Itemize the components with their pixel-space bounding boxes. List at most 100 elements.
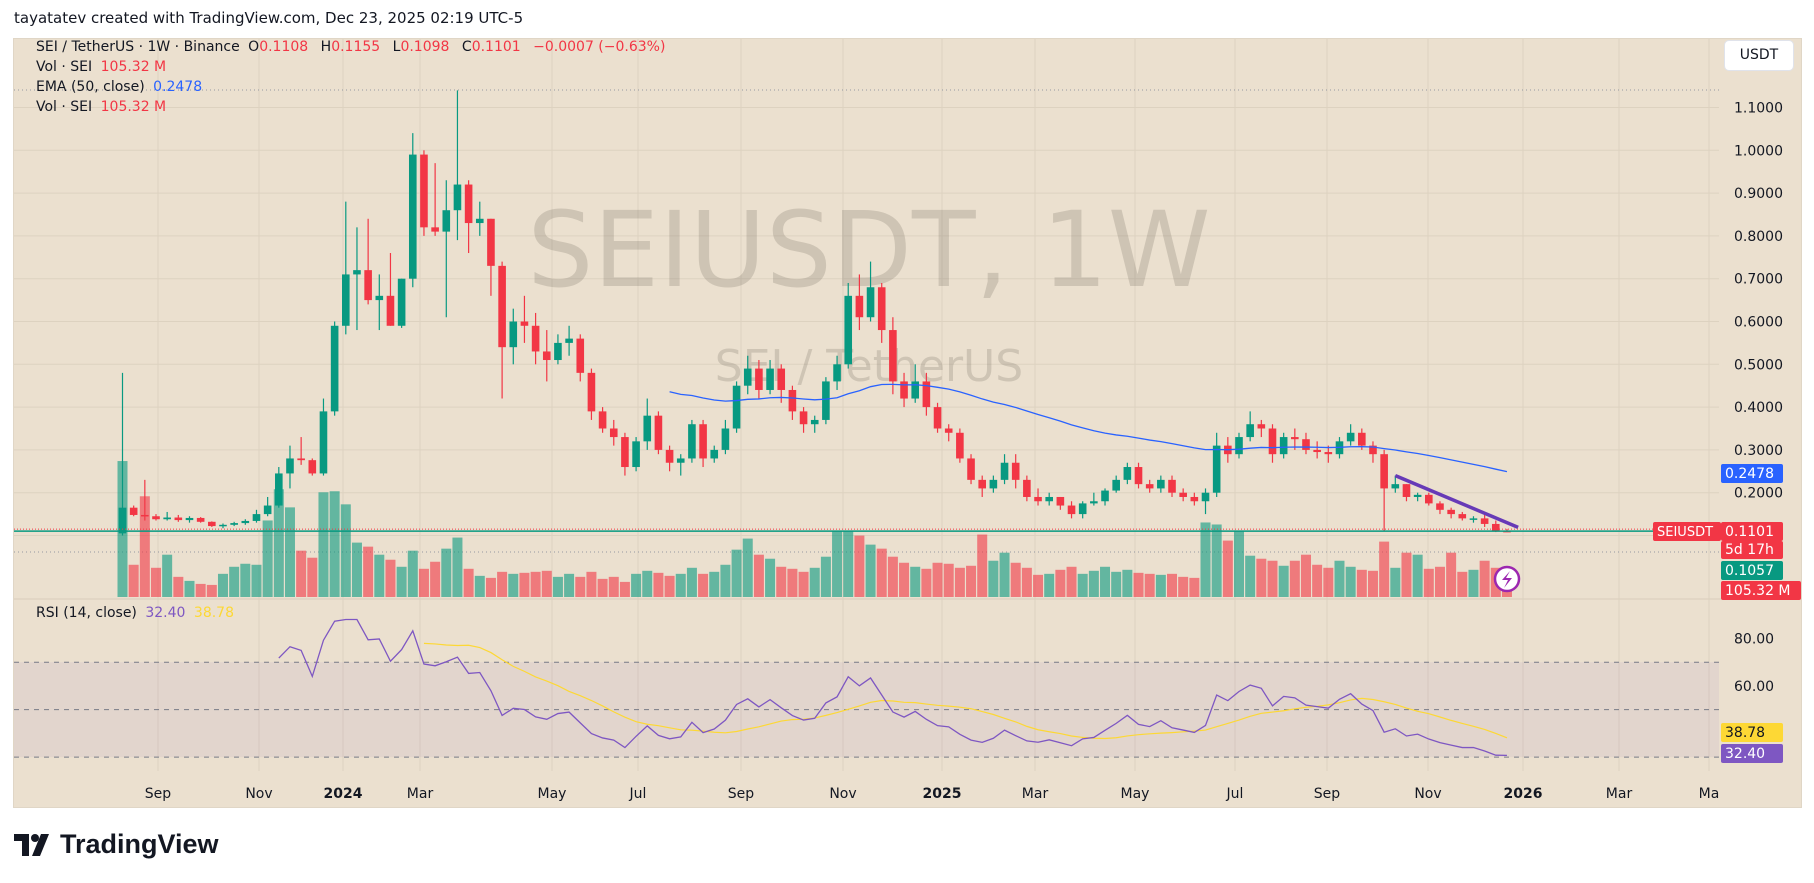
volume-bar (1234, 530, 1244, 597)
last-price-tag-bg (1721, 522, 1783, 541)
time-tick-label: Jul (1226, 786, 1244, 802)
volume-bar (1468, 569, 1479, 597)
volume-legend-2[interactable]: Vol · SEI 105.32 M (36, 99, 170, 115)
candle-body (967, 458, 975, 480)
volume-bar (1033, 574, 1044, 597)
time-tick-label: Sep (728, 786, 755, 802)
symbol-name[interactable]: SEI / TetherUS · 1W · Binance (36, 39, 240, 55)
volume-legend[interactable]: Vol · SEI 105.32 M (36, 59, 170, 75)
time-tick-label: Nov (245, 786, 272, 802)
volume-bar (753, 554, 764, 597)
volume-bar (1055, 569, 1066, 597)
candle-body (375, 295, 384, 301)
candle-body (475, 218, 484, 224)
candle-body (174, 517, 183, 521)
volume-bar (1401, 552, 1412, 597)
ohlc-high: H0.1155 (321, 39, 385, 55)
candle-body (1480, 518, 1489, 524)
candle-body (565, 338, 573, 343)
ema-legend[interactable]: EMA (50, close) 0.2478 (36, 79, 206, 95)
volume-bar (564, 573, 575, 597)
candle-body (330, 325, 339, 412)
rsi-legend[interactable]: RSI (14, close) 32.40 38.78 (36, 605, 238, 621)
rsi-tick-label: 60.00 (1734, 679, 1774, 695)
volume-bar (351, 542, 362, 597)
volume-bar (441, 548, 452, 597)
candle-body (911, 381, 920, 399)
volume-bar (296, 550, 307, 597)
volume-bar (519, 572, 530, 597)
chart-frame[interactable]: SEIUSDT, 1W SEI / TetherUS 1.1000 1.0000 0.9… (13, 38, 1802, 808)
volume-value: 105.32 M (100, 59, 167, 75)
time-tick-label: Mar (1022, 786, 1049, 802)
volume-bar (675, 573, 686, 597)
volume-bar (251, 564, 262, 597)
volume-bar (664, 575, 675, 597)
candle-body (1235, 437, 1243, 455)
candle-body (252, 514, 261, 521)
volume-bar (1088, 570, 1099, 597)
volume-bar (932, 562, 943, 597)
ohlc-open: O0.1108 (248, 39, 312, 55)
candle-body (788, 389, 797, 412)
low-value: 0.1098 (400, 39, 450, 55)
volume-tag-bg (1721, 581, 1801, 600)
volume-bar (631, 573, 642, 597)
candle-body (654, 415, 663, 450)
volume-bar (586, 571, 597, 597)
tradingview-logo[interactable]: TradingView (14, 829, 219, 860)
volume-bar (943, 563, 954, 597)
rsi-ma-line (423, 642, 1508, 740)
price-tick-label: 0.8000 (1734, 229, 1783, 245)
trendline[interactable] (1394, 473, 1519, 529)
candle-body (1067, 505, 1076, 515)
symbol-legend[interactable]: SEI / TetherUS · 1W · Binance O0.1108 H0… (36, 39, 669, 55)
volume-bar (787, 568, 798, 597)
candle-body (844, 295, 853, 365)
candle-body (1380, 454, 1388, 489)
rsi-ma-tag: 38.78 (1725, 725, 1765, 741)
candle-body (889, 330, 897, 382)
volume-bar (709, 571, 720, 597)
rsi-tag: 32.40 (1725, 746, 1765, 762)
price-tick-label: 0.2000 (1734, 486, 1783, 502)
volume-bar (1111, 571, 1122, 597)
lightning-icon (1502, 571, 1512, 588)
candle-body (342, 274, 350, 326)
candle-body (755, 368, 763, 390)
volume-bar (463, 568, 474, 597)
volume-bar (150, 567, 161, 597)
volume-bar (418, 568, 429, 597)
candle-body (1112, 479, 1120, 491)
candle-body (855, 295, 864, 318)
candle-body (900, 381, 908, 399)
volume-bar (407, 550, 418, 597)
candle-body (397, 278, 406, 326)
candle-body (833, 364, 841, 382)
volume-bar (642, 570, 653, 597)
volume-bar (776, 566, 787, 597)
candle-body (576, 338, 585, 373)
tradingview-logo-icon (14, 833, 49, 856)
candle-body (364, 270, 372, 301)
candle-body (1212, 445, 1221, 493)
candle-body (1101, 490, 1109, 502)
volume-bar (217, 573, 228, 597)
open-value: 0.1108 (259, 39, 309, 55)
volume-bar (966, 565, 977, 597)
rsi-ma-value: 38.78 (193, 605, 234, 621)
candle-body (933, 407, 942, 429)
candle-body (319, 411, 328, 474)
volume-bar (452, 537, 463, 597)
candle-body (1190, 496, 1199, 502)
volume-bar (385, 559, 396, 597)
volume-bar (1289, 560, 1300, 597)
time-tick-label: Nov (829, 786, 856, 802)
volume-bar (363, 546, 374, 597)
currency-button[interactable]: USDT (1724, 40, 1794, 71)
volume-bar (374, 554, 385, 597)
volume-bar (820, 556, 831, 597)
candle-body (431, 227, 439, 232)
candle-body (118, 507, 127, 534)
